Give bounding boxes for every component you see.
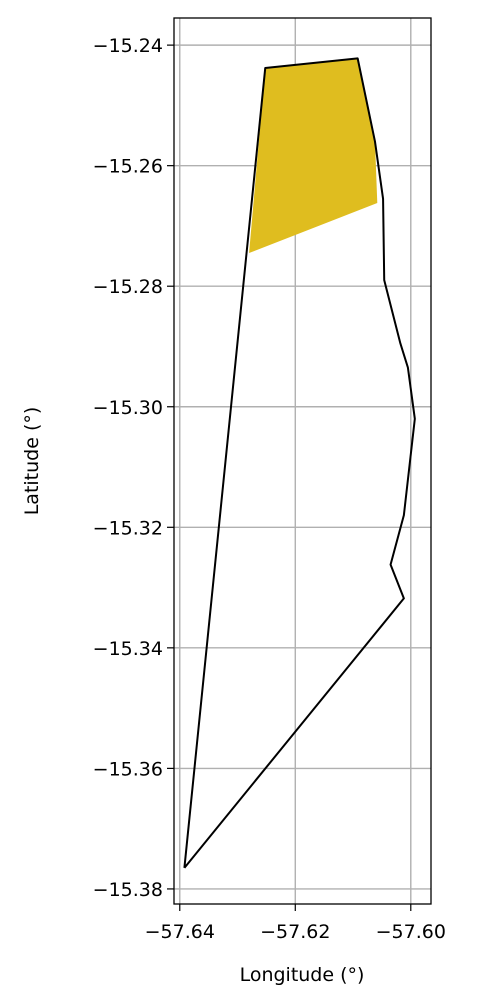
y-tick-label: −15.32 [93,517,163,539]
y-tick-label: −15.34 [93,638,163,660]
boundary-layer [183,57,416,869]
y-axis: −15.24 −15.26 −15.28 −15.30 −15.32 −15.34 −15.… [93,35,174,901]
x-tick-label: −57.62 [260,921,330,943]
y-tick-label: −15.38 [93,879,163,901]
plot-frame [173,17,432,905]
y-axis-label: Latitude (°) [21,407,43,516]
y-tick-label: −15.24 [93,35,163,57]
x-tick-label: −57.60 [376,921,446,943]
y-tick-label: −15.28 [93,276,163,298]
region-layer [249,58,378,254]
y-tick-label: −15.30 [93,397,163,419]
x-axis-label: Longitude (°) [240,964,365,986]
boundary-outline [183,57,416,869]
highlighted-region [249,58,378,254]
y-tick-label: −15.36 [93,758,163,780]
y-tick-label: −15.26 [93,156,163,178]
x-tick-label: −57.64 [145,921,215,943]
x-axis: −57.64 −57.62 −57.60 [145,904,446,943]
